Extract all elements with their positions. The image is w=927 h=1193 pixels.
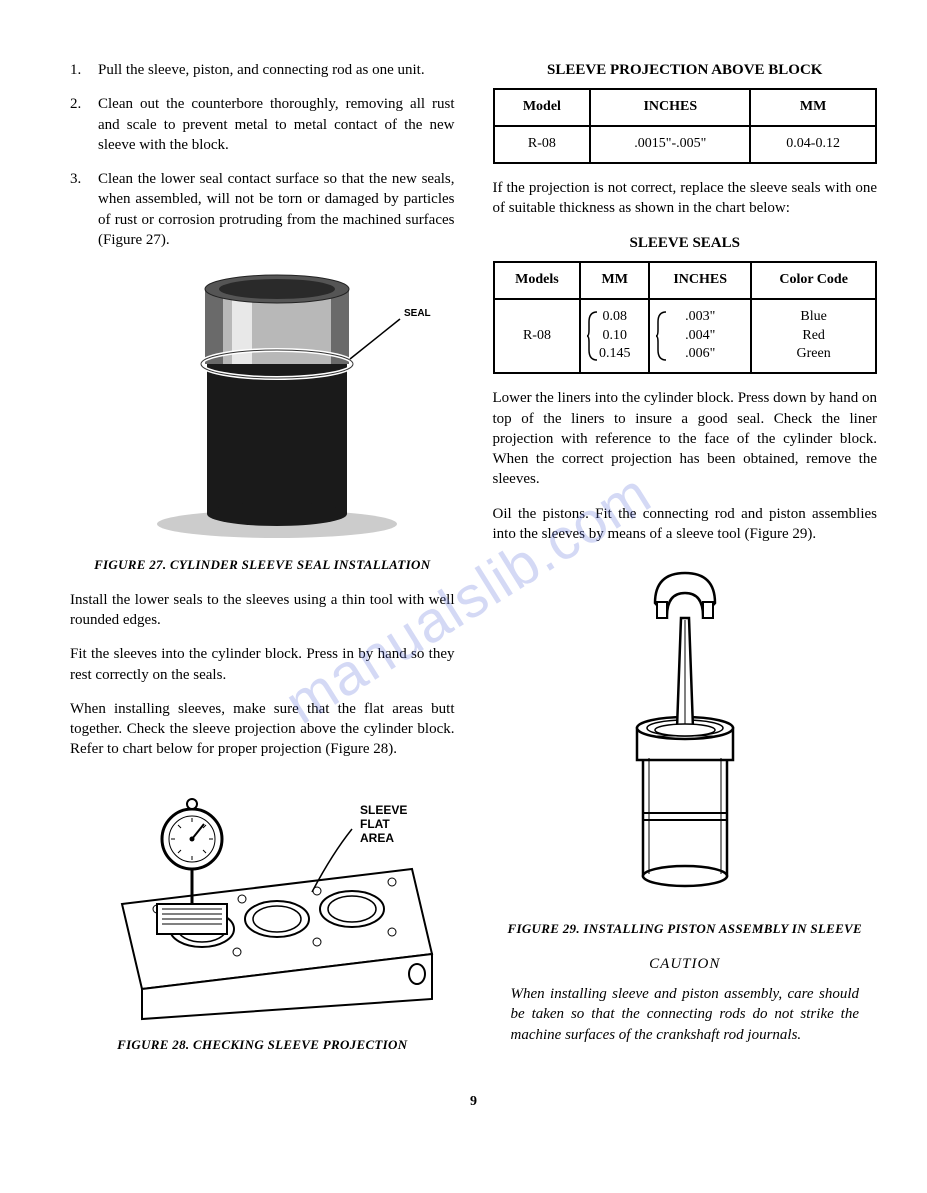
table-header-row: Models MM INCHES Color Code [494,262,877,299]
sleeve-flat-label-1: SLEEVE [360,803,407,817]
sleeve-projection-table: Model INCHES MM R-08 .0015"-.005" 0.04-0… [493,88,878,164]
step-text: Clean the lower seal contact surface so … [98,169,455,250]
step-text: Clean out the counterbore thoroughly, re… [98,94,455,155]
sleeve-flat-label-3: AREA [360,831,394,845]
step-number: 1. [70,60,98,80]
table-header-row: Model INCHES MM [494,89,877,126]
table-header: Model [494,89,591,126]
table-header: Color Code [751,262,876,299]
paragraph-when-installing: When installing sleeves, make sure that … [70,699,455,760]
table-row: R-08 .0015"-.005" 0.04-0.12 [494,126,877,163]
step-number: 3. [70,169,98,250]
paragraph-if-projection: If the projection is not correct, replac… [493,178,878,219]
checking-sleeve-projection-illustration: SLEEVE FLAT AREA [82,774,442,1024]
figure-27-caption: FIGURE 27. CYLINDER SLEEVE SEAL INSTALLA… [70,556,455,574]
paragraph-fit-sleeves: Fit the sleeves into the cylinder block.… [70,644,455,685]
color-value: Green [758,345,869,364]
seal-label: SEAL [404,308,431,319]
table-cell-model: R-08 [494,299,581,374]
table-row: R-08 0.08 0.10 0.145 .003" .004" .006" [494,299,877,374]
step-3: 3. Clean the lower seal contact surface … [70,169,455,250]
table-cell-inches: .003" .004" .006" [649,299,751,374]
sleeve-flat-label-2: FLAT [360,817,390,831]
table-cell: 0.04-0.12 [750,126,876,163]
table-cell-colors: Blue Red Green [751,299,876,374]
step-1: 1. Pull the sleeve, piston, and connecti… [70,60,455,80]
paragraph-install-seals: Install the lower seals to the sleeves u… [70,590,455,631]
inches-value: .004" [656,327,744,346]
table-header: MM [750,89,876,126]
piston-assembly-illustration [585,558,785,908]
step-text: Pull the sleeve, piston, and connecting … [98,60,455,80]
cylinder-sleeve-illustration: SEAL [92,264,432,544]
figure-27: SEAL [70,264,455,550]
inches-value: .006" [656,345,744,364]
table-cell-mm: 0.08 0.10 0.145 [580,299,649,374]
inches-value: .003" [656,308,744,327]
figure-28-caption: FIGURE 28. CHECKING SLEEVE PROJECTION [70,1036,455,1054]
table-cell: .0015"-.005" [590,126,750,163]
table-header: INCHES [649,262,751,299]
left-column: 1. Pull the sleeve, piston, and connecti… [70,60,455,1069]
left-bracket-icon [587,310,599,362]
table2-title: SLEEVE SEALS [493,233,878,253]
two-column-layout: 1. Pull the sleeve, piston, and connecti… [70,60,877,1069]
table-header: INCHES [590,89,750,126]
figure-29 [493,558,878,914]
step-2: 2. Clean out the counterbore thoroughly,… [70,94,455,155]
caution-heading: CAUTION [493,954,878,974]
left-bracket-icon [656,310,668,362]
paragraph-oil-pistons: Oil the pistons. Fit the connecting rod … [493,504,878,545]
color-value: Blue [758,308,869,327]
table-cell: R-08 [494,126,591,163]
page-number: 9 [70,1093,877,1112]
right-column: SLEEVE PROJECTION ABOVE BLOCK Model INCH… [493,60,878,1069]
caution-text: When installing sleeve and piston assemb… [493,984,878,1045]
paragraph-lower-liners: Lower the liners into the cylinder block… [493,388,878,489]
figure-29-caption: FIGURE 29. INSTALLING PISTON ASSEMBLY IN… [493,920,878,938]
color-value: Red [758,327,869,346]
step-number: 2. [70,94,98,155]
table-header: MM [580,262,649,299]
table1-title: SLEEVE PROJECTION ABOVE BLOCK [493,60,878,80]
sleeve-seals-table: Models MM INCHES Color Code R-08 0.08 0.… [493,261,878,375]
table-header: Models [494,262,581,299]
figure-28: SLEEVE FLAT AREA [70,774,455,1030]
